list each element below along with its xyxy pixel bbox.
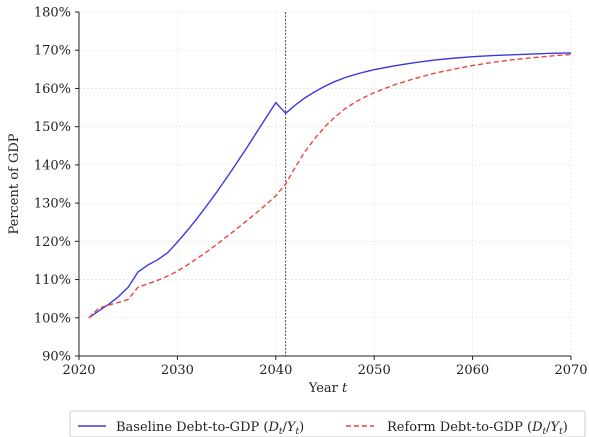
- x-tick-label: 2030: [161, 363, 194, 378]
- legend-reform-text: Reform Debt-to-GDP (: [387, 420, 532, 435]
- y-tick-label: 120%: [34, 235, 71, 250]
- legend: Baseline Debt-to-GDP (Dt/Yt) Reform Debt…: [69, 410, 586, 437]
- plot-area: [88, 12, 572, 356]
- grid-lines: [78, 11, 572, 357]
- tick-labels: 90% 100% 110% 120% 130% 140% 150% 160% 170% 180% 2…: [34, 6, 588, 379]
- y-tick-label: 150%: [34, 120, 71, 135]
- y-tick-label: 90%: [42, 350, 71, 365]
- baseline-series-line: [88, 52, 572, 319]
- y-tick-label: 110%: [34, 273, 71, 288]
- y-axis-label: Percent of GDP: [7, 133, 22, 234]
- x-tick-label: 2020: [62, 363, 95, 378]
- y-tick-label: 140%: [34, 158, 71, 173]
- y-tick-label: 100%: [34, 311, 71, 326]
- legend-baseline-text: Baseline Debt-to-GDP (: [116, 420, 268, 435]
- x-tick-label: 2060: [456, 363, 489, 378]
- x-tick-label: 2070: [554, 363, 587, 378]
- x-tick-label: 2050: [358, 363, 391, 378]
- axes: [75, 11, 572, 360]
- y-tick-label: 170%: [34, 44, 71, 59]
- legend-reform-label: Reform Debt-to-GDP (Dt/Yt): [387, 420, 568, 437]
- x-tick-label: 2040: [259, 363, 292, 378]
- reform-series-line: [88, 53, 572, 319]
- legend-box: [69, 410, 586, 437]
- legend-baseline-label: Baseline Debt-to-GDP (Dt/Yt): [116, 420, 304, 437]
- y-tick-label: 180%: [34, 6, 71, 21]
- y-tick-label: 160%: [34, 82, 71, 97]
- y-tick-label: 130%: [34, 197, 71, 212]
- x-axis-label: Year t: [308, 381, 348, 396]
